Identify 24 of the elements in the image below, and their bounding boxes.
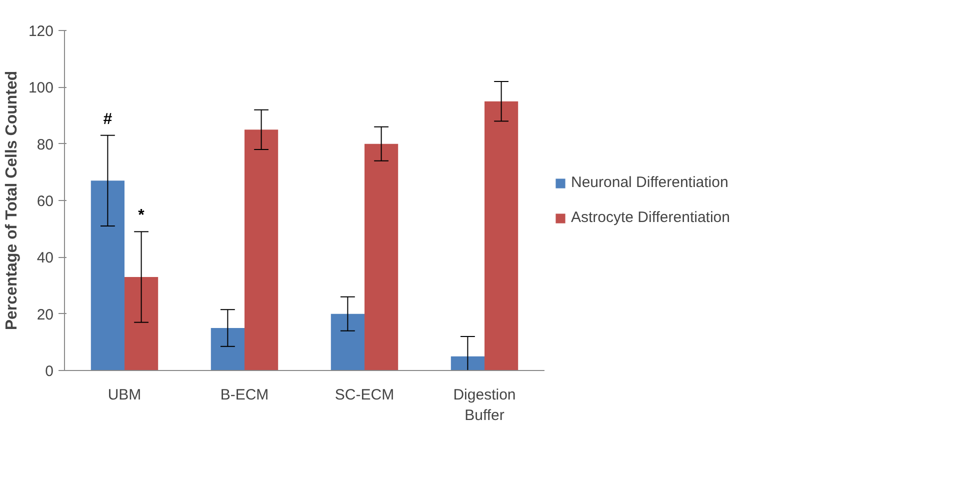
- y-tick-label: 0: [45, 363, 54, 380]
- bar: [484, 101, 518, 370]
- bar: [450, 356, 484, 370]
- annotation: *: [138, 207, 146, 224]
- y-tick-label: 80: [36, 136, 54, 154]
- bar: [330, 314, 364, 370]
- y-tick-label: 120: [28, 23, 54, 40]
- bar: [124, 277, 158, 370]
- bar: [90, 180, 124, 370]
- legend-label: Neuronal Differentiation: [571, 174, 728, 191]
- y-tick-label: 60: [36, 193, 54, 210]
- x-tick-label: Digestion Buffer: [453, 386, 516, 424]
- legend-label: Astrocyte Differentiation: [571, 209, 730, 226]
- y-tick-label: 40: [36, 250, 54, 267]
- y-axis-title: Percentage of Total Cells Counted: [3, 70, 20, 330]
- x-tick-label: SC-ECM: [334, 386, 394, 404]
- bar: [364, 144, 398, 370]
- x-tick-label: UBM: [108, 386, 142, 404]
- x-tick-label: B-ECM: [220, 386, 269, 404]
- y-tick-label: 100: [28, 80, 54, 97]
- y-tick-label: 20: [36, 306, 54, 324]
- bar: [210, 328, 244, 370]
- annotation: #: [103, 110, 112, 128]
- bar: [244, 130, 278, 370]
